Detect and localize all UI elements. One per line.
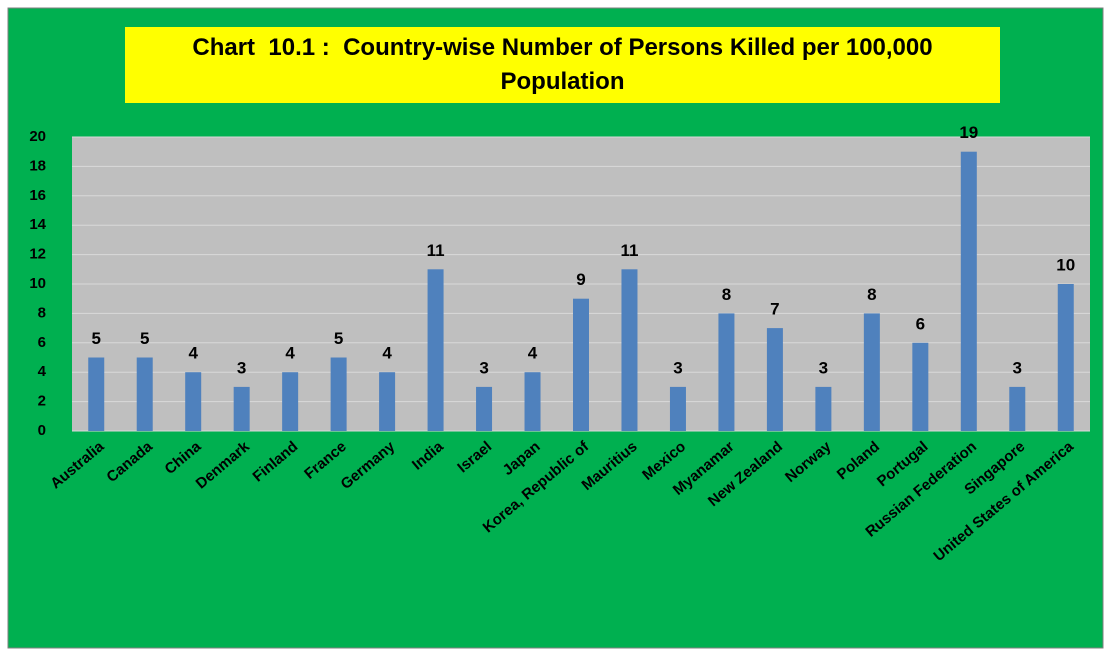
data-label: 9 (576, 270, 585, 289)
data-label: 4 (285, 344, 295, 363)
data-label: 3 (237, 358, 246, 377)
data-label: 5 (140, 329, 149, 348)
y-tick-label: 16 (29, 187, 46, 204)
y-tick-label: 18 (29, 157, 46, 174)
data-label: 4 (188, 344, 198, 363)
bar (88, 357, 105, 431)
bar (282, 372, 299, 431)
bar (427, 269, 444, 431)
data-label: 5 (334, 329, 343, 348)
bar (185, 372, 202, 431)
bar (621, 269, 638, 431)
data-label: 6 (916, 314, 925, 333)
data-label: 5 (92, 329, 101, 348)
data-label: 3 (673, 358, 682, 377)
y-tick-label: 20 (29, 128, 46, 145)
bar (1009, 386, 1026, 431)
bar (136, 357, 153, 431)
data-label: 3 (1013, 358, 1022, 377)
bar (766, 328, 783, 431)
bar (669, 386, 686, 431)
bar (718, 313, 735, 431)
y-tick-label: 6 (38, 334, 46, 351)
bar (476, 386, 493, 431)
data-label: 3 (479, 358, 488, 377)
bar (815, 386, 832, 431)
data-label: 8 (722, 285, 731, 304)
data-label: 4 (528, 344, 538, 363)
bar (960, 151, 977, 431)
data-label: 11 (620, 241, 638, 260)
bar (863, 313, 880, 431)
bar (379, 372, 396, 431)
data-label: 11 (427, 241, 445, 260)
data-label: 10 (1056, 255, 1075, 274)
data-label: 8 (867, 285, 876, 304)
bar (912, 342, 929, 431)
bar (1057, 284, 1074, 431)
data-label: 19 (959, 123, 978, 142)
y-tick-label: 12 (29, 246, 46, 263)
y-tick-label: 0 (38, 422, 46, 439)
y-tick-label: 8 (38, 304, 46, 321)
data-label: 7 (770, 300, 779, 319)
bar (573, 298, 589, 431)
y-tick-label: 2 (38, 393, 46, 410)
data-label: 3 (819, 358, 828, 377)
bar (233, 386, 250, 431)
bar (524, 372, 541, 431)
y-tick-label: 10 (29, 275, 46, 292)
bar (330, 357, 347, 431)
y-tick-label: 4 (38, 363, 47, 380)
y-tick-label: 14 (29, 216, 46, 233)
chart-title: Chart 10.1 : Country-wise Number of Pers… (125, 27, 1000, 103)
data-label: 4 (382, 344, 392, 363)
